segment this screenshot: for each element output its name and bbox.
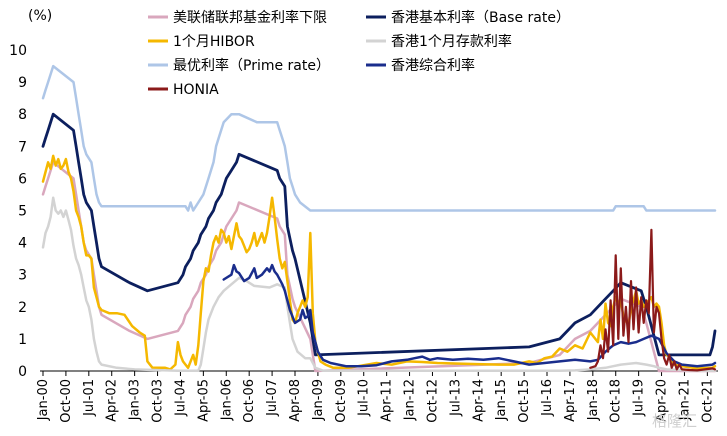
legend-label: 香港1个月存款利率 (391, 33, 512, 50)
x-tick-label: Jan-06 (219, 379, 234, 421)
y-tick-label: 6 (18, 171, 27, 187)
x-tick-label: Oct-12 (425, 379, 440, 423)
legend-label: 香港基本利率（Base rate） (391, 9, 570, 26)
x-tick-label: Jul-07 (265, 379, 280, 417)
x-tick-label: Jul-13 (448, 379, 463, 417)
series-line-4 (41, 64, 717, 212)
x-tick-label: Jan-12 (403, 379, 418, 421)
x-tick-label: Oct-18 (609, 379, 624, 423)
x-tick-label: Apr-11 (380, 379, 395, 422)
y-tick-label: 0 (18, 364, 27, 380)
y-tick-label: 9 (18, 75, 27, 91)
legend: 美联储联邦基金利率下限 1个月HIBOR 最优利率（Prime rate） HONIA… (148, 9, 570, 98)
legend-label: HONIA (173, 82, 219, 98)
legend-label: 1个月HIBOR (173, 34, 255, 50)
x-tick-label: Apr-20 (655, 379, 670, 422)
y-tick-label: 4 (18, 236, 27, 252)
y-tick-label: 1 (18, 332, 27, 348)
x-tick-label: Oct-15 (517, 379, 532, 423)
series-line-0 (41, 161, 717, 373)
series-line-6 (589, 228, 717, 372)
x-tick-label: Oct-00 (59, 379, 74, 423)
legend-label: 香港综合利率 (391, 57, 475, 74)
x-tick-label: Jul-19 (632, 379, 647, 417)
y-unit-label: (%) (28, 8, 52, 24)
x-tick-label: Apr-17 (563, 379, 578, 422)
x-tick-label: Jan-03 (128, 379, 143, 421)
watermark: 格隆汇 (652, 412, 697, 430)
x-axis: Jan-00 Oct-00 Jul-01 Apr-02 Jan-03 Oct-03 Jul-… (36, 370, 718, 423)
series-lines (41, 64, 717, 373)
x-tick-label: Oct-21 (700, 379, 715, 423)
series-line-1 (41, 112, 717, 357)
x-tick-label: Oct-03 (151, 379, 166, 423)
x-tick-label: Jul-01 (82, 379, 97, 417)
x-tick-label: Apr-08 (288, 379, 303, 422)
x-tick-label: Jan-15 (494, 379, 509, 421)
x-tick-label: Apr-02 (105, 379, 120, 422)
x-tick-label: Apr-05 (196, 379, 211, 422)
y-tick-labels: 0 1 2 3 4 5 6 7 8 9 10 (9, 43, 27, 380)
x-tick-label: Jul-16 (540, 379, 555, 417)
x-tick-label: Oct-09 (334, 379, 349, 423)
series-line-5 (222, 263, 717, 368)
x-tick-label: Apr-14 (471, 379, 486, 422)
series-line-3 (41, 196, 717, 372)
x-tick-label: Jan-18 (586, 379, 601, 421)
legend-label: 最优利率（Prime rate） (173, 57, 330, 74)
x-tick-label: Jan-00 (36, 379, 51, 421)
y-tick-label: 5 (18, 204, 27, 220)
legend-label: 美联储联邦基金利率下限 (173, 9, 327, 26)
y-tick-label: 2 (18, 300, 27, 316)
x-tick-label: Jan-09 (311, 379, 326, 421)
y-tick-label: 10 (9, 43, 27, 59)
x-tick-label: Jul-04 (173, 379, 188, 417)
y-tick-label: 7 (18, 139, 27, 155)
y-tick-label: 8 (18, 107, 27, 123)
x-tick-label: Jul-10 (357, 379, 372, 417)
y-tick-label: 3 (18, 268, 27, 284)
x-tick-label: Oct-06 (242, 379, 257, 423)
x-tick-label: Jan-21 (677, 379, 692, 421)
